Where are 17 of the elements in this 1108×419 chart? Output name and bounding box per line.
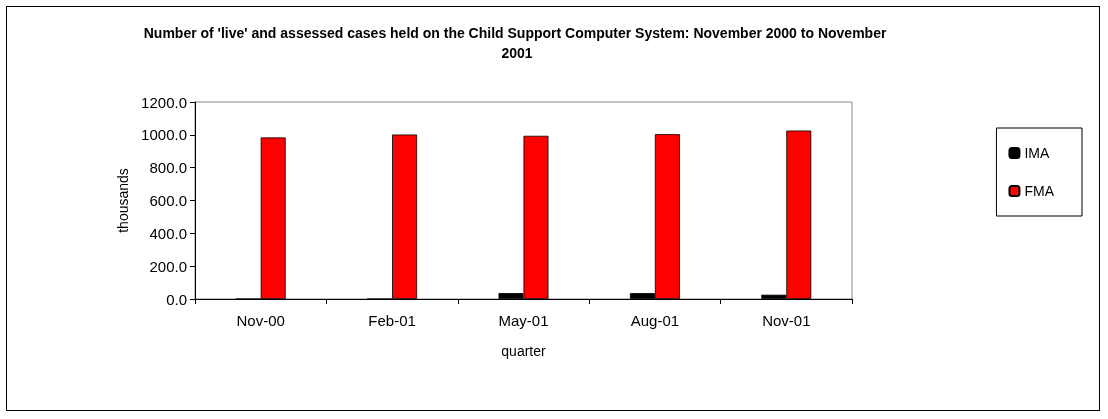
x-tick-label: Nov-01 — [762, 312, 811, 329]
legend-label: FMA — [1024, 183, 1055, 199]
y-tick-label: 1000.0 — [141, 126, 187, 144]
legend-label: IMA — [1024, 145, 1050, 161]
y-tick-label: 800.0 — [149, 159, 187, 177]
x-tick-label: Feb-01 — [368, 312, 416, 329]
x-axis-title: quarter — [501, 343, 547, 359]
x-tick-label: Aug-01 — [630, 312, 680, 329]
y-tick-label: 1200.0 — [141, 93, 187, 111]
y-tick-label: 400.0 — [149, 224, 187, 242]
x-tick-label: May-01 — [498, 312, 549, 329]
y-tick-label: 600.0 — [149, 192, 187, 209]
y-tick-label: 0.0 — [166, 290, 187, 308]
chart-title: Number of 'live' and assessed cases held on the Child Support Computer System: November 2000 to November 2001 — [143, 25, 891, 61]
x-tick-label: Nov-00 — [236, 312, 285, 329]
y-tick-label: 200.0 — [149, 257, 187, 275]
y-axis-title: thousands — [115, 168, 131, 233]
